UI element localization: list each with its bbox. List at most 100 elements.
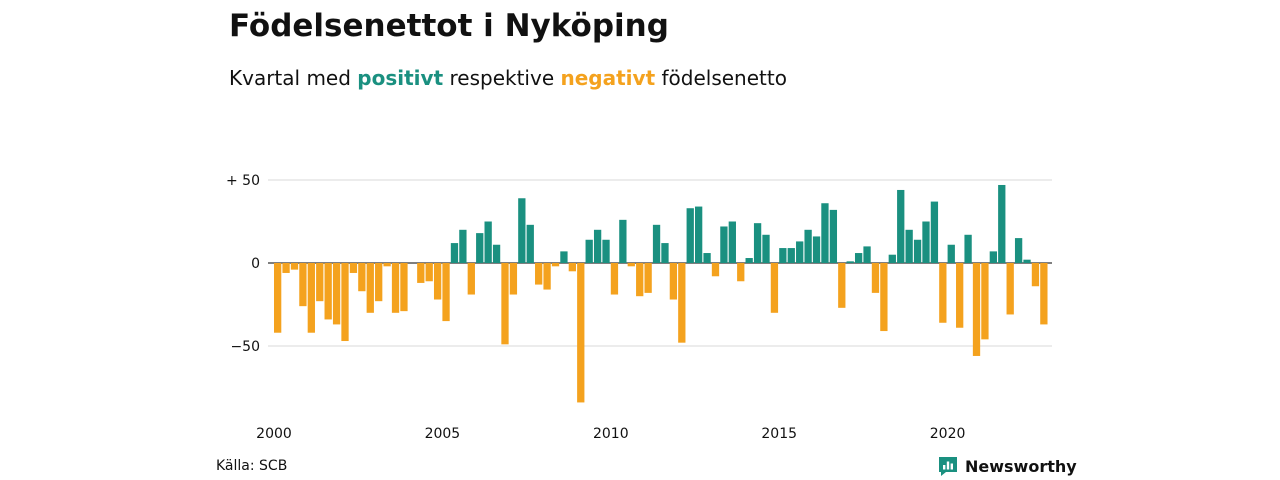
bar-positive [720, 226, 728, 263]
chart-subtitle: Kvartal med positivt respektive negativt… [229, 66, 787, 90]
bar-negative [627, 263, 635, 267]
bar-negative [290, 263, 299, 270]
bar-positive [964, 234, 972, 263]
bar-positive [796, 241, 804, 263]
bar-positive [821, 203, 829, 263]
bar-negative [349, 263, 358, 273]
bar-negative [535, 263, 543, 285]
bar-negative [417, 263, 425, 283]
bar-positive [492, 244, 501, 263]
bar-negative [1006, 263, 1014, 315]
bar-negative [332, 263, 341, 325]
bar-negative [383, 263, 391, 267]
bar-negative [307, 263, 315, 333]
bar-negative [1040, 263, 1048, 325]
bar-positive [476, 233, 484, 263]
bar-positive [450, 243, 459, 263]
bar-negative [972, 263, 981, 356]
x-tick-label: 2020 [930, 426, 966, 442]
bar-positive [989, 251, 997, 263]
bar-negative [375, 263, 383, 302]
bar-positive [905, 229, 913, 263]
bar-positive [686, 208, 694, 263]
y-tick-label: + 50 [226, 173, 260, 189]
bar-negative [610, 263, 619, 295]
bar-positive [812, 236, 821, 263]
bar-positive [526, 224, 534, 263]
bar-positive [897, 189, 905, 263]
y-tick-label: 0 [251, 256, 260, 272]
bar-positive [695, 206, 703, 263]
bar-negative [282, 263, 290, 273]
bar-negative [400, 263, 408, 312]
bar-positive [593, 229, 602, 263]
bar-positive [703, 253, 711, 263]
bar-negative [433, 263, 442, 300]
bar-positive [779, 248, 787, 263]
bar-positive [854, 253, 863, 263]
bar-positive [745, 258, 753, 263]
bar-negative [543, 263, 551, 290]
bar-negative [711, 263, 720, 277]
x-tick-label: 2000 [256, 426, 292, 442]
bar-positive [728, 221, 736, 263]
bar-negative [678, 263, 686, 343]
bar-negative [442, 263, 450, 322]
bar-positive [560, 251, 568, 263]
bar-negative [501, 263, 509, 345]
bar-negative [425, 263, 433, 282]
bar-positive [888, 254, 896, 263]
bar-negative [324, 263, 332, 320]
bar-negative [644, 263, 652, 293]
chart-axes: + 50 0 −50 2000 2005 2010 2015 2020 [226, 173, 965, 442]
bar-positive [829, 209, 838, 263]
bar-positive [1014, 238, 1023, 263]
bar-negative [939, 263, 947, 323]
brand-logo: Newsworthy [937, 455, 1077, 477]
bar-negative [1031, 263, 1040, 287]
x-tick-label: 2010 [593, 426, 629, 442]
bar-negative [299, 263, 307, 307]
bar-positive [585, 239, 593, 263]
bar-positive [762, 234, 770, 263]
bar-negative [366, 263, 374, 313]
bar-negative [551, 263, 560, 267]
x-tick-label: 2005 [425, 426, 461, 442]
bar-positive [947, 244, 955, 263]
bar-negative [391, 263, 400, 313]
bar-negative [509, 263, 518, 295]
bar-negative [358, 263, 366, 292]
x-tick-label: 2015 [761, 426, 797, 442]
bar-positive [804, 229, 812, 263]
bar-positive [652, 224, 661, 263]
bar-positive [619, 219, 627, 263]
subtitle-suffix: födelsenetto [661, 66, 787, 90]
brand-name: Newsworthy [965, 456, 1077, 476]
bar-negative [981, 263, 989, 340]
bar-negative [956, 263, 964, 328]
bar-negative [467, 263, 475, 295]
chart-title: Födelsenettot i Nyköping [229, 8, 669, 44]
bar-negative [669, 263, 678, 300]
bar-negative [871, 263, 880, 293]
bar-negative [577, 263, 585, 403]
bar-positive [913, 239, 922, 263]
bar-negative [880, 263, 888, 332]
bar-positive [459, 229, 467, 263]
bar-negative [274, 263, 282, 333]
bar-positive [518, 198, 526, 263]
bar-positive [661, 243, 669, 263]
bar-negative [316, 263, 324, 302]
bar-positive [863, 246, 871, 263]
subtitle-negative-word: negativt [560, 66, 656, 90]
bar-positive [930, 201, 939, 263]
bar-negative [737, 263, 745, 282]
newsworthy-logo-icon [939, 457, 957, 476]
bar-negative [636, 263, 644, 297]
bar-positive [998, 184, 1006, 263]
bar-positive [846, 261, 854, 263]
bar-positive [1023, 259, 1031, 263]
bar-positive [787, 248, 795, 263]
y-tick-label: −50 [230, 339, 260, 355]
bar-positive [922, 221, 930, 263]
